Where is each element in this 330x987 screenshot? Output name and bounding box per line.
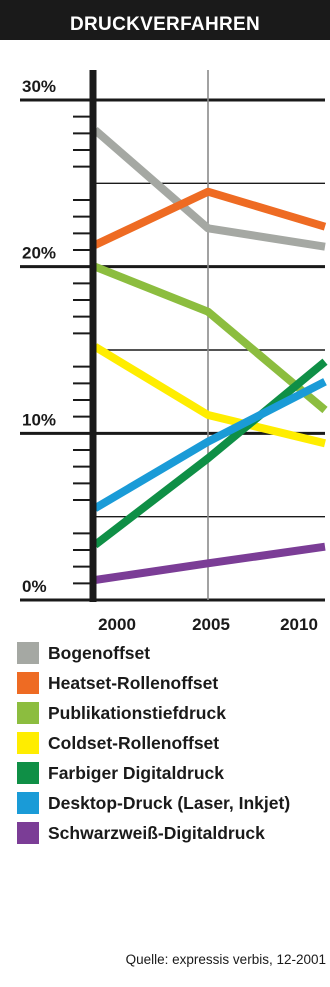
legend-swatch [17, 762, 39, 784]
source-note: Quelle: expressis verbis, 12-2001 [125, 952, 326, 967]
legend-label: Bogenoffset [48, 642, 151, 663]
y-tick-label: 30% [22, 77, 56, 96]
legend-swatch [17, 822, 39, 844]
series-line-3 [93, 262, 328, 414]
series-line-6 [92, 378, 327, 512]
y-tick-label: 20% [22, 244, 56, 263]
series-line-2 [93, 187, 327, 249]
x-tick-label: 2010 [280, 615, 318, 634]
legend-swatch [17, 792, 39, 814]
series-line-7 [94, 542, 326, 584]
y-tick-label: 10% [22, 410, 56, 429]
legend-swatch [17, 672, 39, 694]
legend-label: Schwarzweiß-Digitaldruck [48, 822, 265, 843]
legend: Bogenoffset Heatset-Rollenoffset Publikati… [17, 638, 290, 848]
chart-title: DRUCKVERFAHREN [0, 0, 330, 40]
legend-item: Desktop-Druck (Laser, Inkjet) [17, 788, 290, 818]
y-tick-label: 0% [22, 577, 47, 596]
legend-item: Publikationstiefdruck [17, 698, 290, 728]
legend-label: Publikationstiefdruck [48, 702, 226, 723]
x-tick-label: 2005 [192, 615, 230, 634]
legend-item: Heatset-Rollenoffset [17, 668, 290, 698]
legend-label: Coldset-Rollenoffset [48, 732, 220, 753]
x-tick-label: 2000 [98, 615, 136, 634]
legend-item: Coldset-Rollenoffset [17, 728, 290, 758]
legend-swatch [17, 702, 39, 724]
series-line-4 [92, 343, 326, 448]
legend-label: Desktop-Druck (Laser, Inkjet) [48, 792, 291, 813]
legend-swatch [17, 642, 39, 664]
series-line-1 [92, 126, 326, 251]
legend-item: Schwarzweiß-Digitaldruck [17, 818, 290, 848]
series-line-5 [92, 358, 328, 549]
line-chart: 0% 10% 20% 30% 2000 2005 2010 [20, 70, 328, 634]
legend-label: Heatset-Rollenoffset [48, 672, 219, 693]
legend-swatch [17, 732, 39, 754]
legend-item: Farbiger Digitaldruck [17, 758, 290, 788]
legend-label: Farbiger Digitaldruck [48, 762, 225, 783]
legend-item: Bogenoffset [17, 638, 290, 668]
